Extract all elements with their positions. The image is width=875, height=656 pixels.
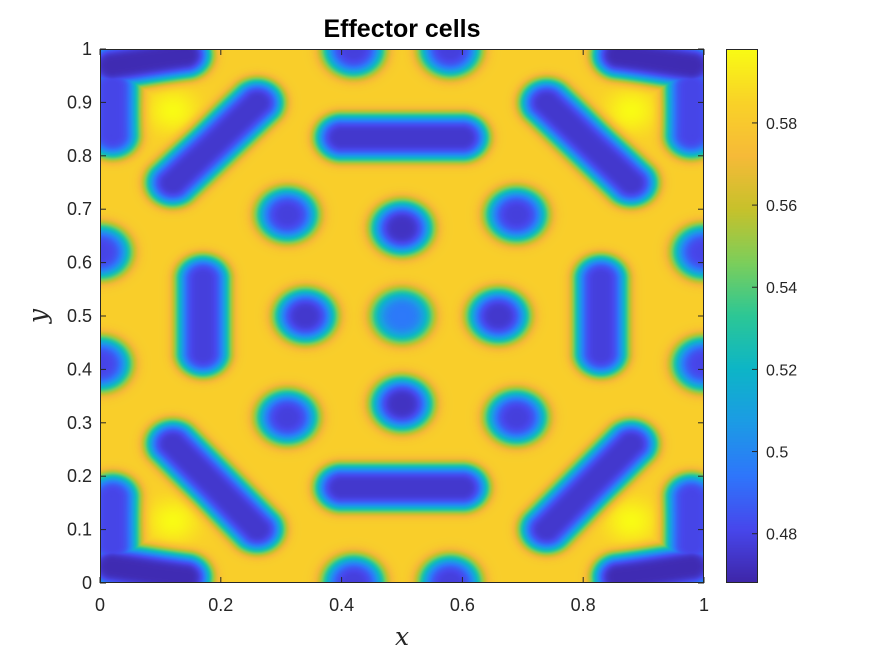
y-axis: 0 0.1 0.2 0.3 0.4 0.5 0.6 0.7 0.8 0.9 1	[67, 39, 704, 593]
y-tick-label: 0.8	[67, 146, 92, 166]
colorbar-tick-label: 0.48	[766, 527, 797, 544]
y-tick-label: 0.7	[67, 199, 92, 219]
colorbar-tick-label: 0.52	[766, 362, 797, 379]
colorbar-axis: 0.48 0.5 0.52 0.54 0.56 0.58	[752, 116, 797, 544]
heatmap-image	[100, 49, 704, 583]
y-tick-label: 0.9	[67, 92, 92, 112]
y-tick-label: 0.3	[67, 413, 92, 433]
x-tick-label: 0	[95, 595, 105, 615]
x-axis: 0 0.2 0.4 0.6 0.8 1	[95, 49, 709, 615]
colorbar-tick-label: 0.58	[766, 116, 797, 133]
chart-title: Effector cells	[323, 15, 480, 43]
colorbar-tick-label: 0.5	[766, 445, 788, 462]
x-tick-label: 0.8	[571, 595, 596, 615]
y-tick-label: 1	[82, 39, 92, 59]
y-tick-label: 0.5	[67, 306, 92, 326]
plot-frame	[100, 49, 704, 583]
colorbar-tick-label: 0.56	[766, 198, 797, 215]
y-tick-label: 0.2	[67, 466, 92, 486]
y-tick-label: 0.6	[67, 253, 92, 273]
colorbar-tick-label: 0.54	[766, 280, 797, 297]
colorbar-frame	[726, 49, 758, 583]
x-tick-label: 1	[699, 595, 709, 615]
x-axis-label: x	[395, 622, 409, 651]
colorbar-gradient	[726, 49, 758, 583]
y-tick-label: 0.1	[67, 520, 92, 540]
y-axis-label: y	[23, 308, 52, 324]
x-tick-label: 0.4	[329, 595, 354, 615]
y-tick-label: 0	[82, 573, 92, 593]
x-tick-label: 0.6	[450, 595, 475, 615]
y-tick-label: 0.4	[67, 359, 92, 379]
x-tick-label: 0.2	[208, 595, 233, 615]
